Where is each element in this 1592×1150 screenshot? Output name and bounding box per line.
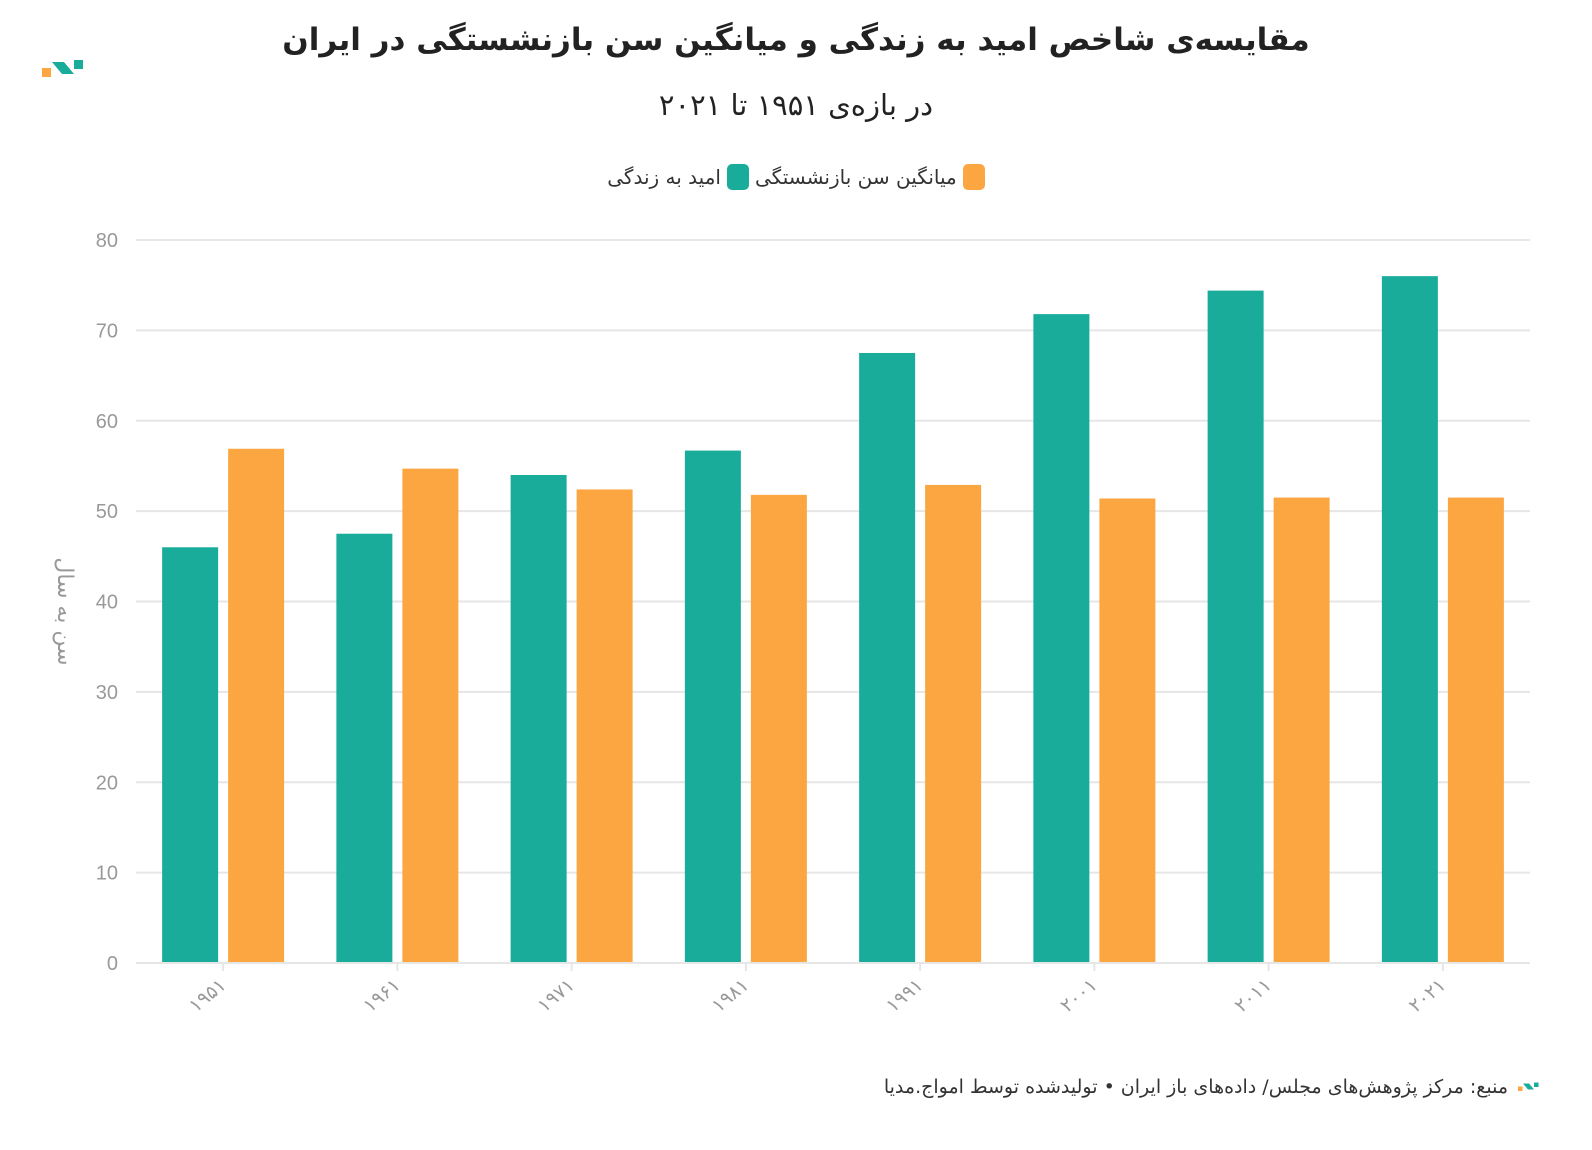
- bar: [859, 352, 916, 963]
- brand-logo-icon: [42, 60, 83, 77]
- x-tick-label: ۲۰۱۱: [1230, 974, 1275, 1017]
- bar: [684, 450, 741, 964]
- bar: [1099, 498, 1156, 963]
- legend-label-retirement-age: میانگین سن بازنشستگی: [755, 165, 957, 189]
- legend-label-life-expectancy: امید به زندگی: [607, 165, 721, 189]
- x-tick-label: ۱۹۵۱: [185, 974, 230, 1017]
- bar: [925, 484, 982, 963]
- bar: [750, 494, 807, 963]
- chart-subtitle: در بازه‌ی ۱۹۵۱ تا ۲۰۲۱: [658, 88, 934, 122]
- legend-swatch-teal: [727, 164, 749, 190]
- bar: [576, 489, 633, 963]
- bar: [1033, 314, 1090, 963]
- legend-swatch-orange: [962, 164, 985, 190]
- bar: [1273, 497, 1330, 963]
- y-axis-label: سن به سال: [52, 557, 77, 665]
- bar: [1207, 290, 1264, 963]
- legend-item-retirement-age[interactable]: میانگین سن بازنشستگی: [755, 164, 985, 190]
- bar: [336, 533, 393, 963]
- y-tick-label: 50: [96, 501, 118, 523]
- y-tick-label: 60: [96, 411, 118, 433]
- chart-footer: منبع: مرکز پژوهش‌های مجلس/ داده‌های باز …: [884, 1076, 1540, 1098]
- x-tick-label: ۱۹۶۱: [359, 974, 404, 1017]
- x-tick-label: ۱۹۹۱: [882, 974, 927, 1017]
- y-tick-label: 0: [107, 953, 118, 975]
- y-tick-label: 40: [96, 592, 118, 614]
- bar-chart: 0 10 20 30 40 50 60 70 80 سن به سال ۱۹۵۱ ۱۹۶۱ ۱۹۷۱ ۱۹…: [52, 230, 1530, 1017]
- y-tick-label: 10: [96, 863, 118, 885]
- footer-brand-icon: [1518, 1082, 1539, 1091]
- bar: [510, 474, 567, 963]
- y-tick-label: 30: [96, 682, 118, 704]
- y-tick-label: 70: [96, 320, 118, 342]
- bar: [162, 547, 219, 963]
- legend-item-life-expectancy[interactable]: امید به زندگی: [607, 164, 749, 190]
- bar: [1381, 276, 1438, 963]
- x-tick-label: ۱۹۷۱: [533, 974, 578, 1017]
- x-tick-label: ۲۰۰۱: [1056, 974, 1101, 1017]
- x-tick-label: ۲۰۲۱: [1405, 974, 1450, 1017]
- bar: [402, 468, 459, 963]
- y-tick-label: 20: [96, 772, 118, 794]
- bar: [1447, 497, 1504, 963]
- x-tick-label: ۱۹۸۱: [708, 974, 753, 1017]
- bar: [228, 448, 285, 963]
- source-credit: منبع: مرکز پژوهش‌های مجلس/ داده‌های باز …: [883, 1076, 1508, 1098]
- chart-legend: میانگین سن بازنشستگی امید به زندگی: [0, 164, 1592, 190]
- y-tick-label: 80: [96, 230, 118, 252]
- chart-title: مقایسه‌ی شاخص امید به زندگی و میانگین سن…: [282, 22, 1310, 58]
